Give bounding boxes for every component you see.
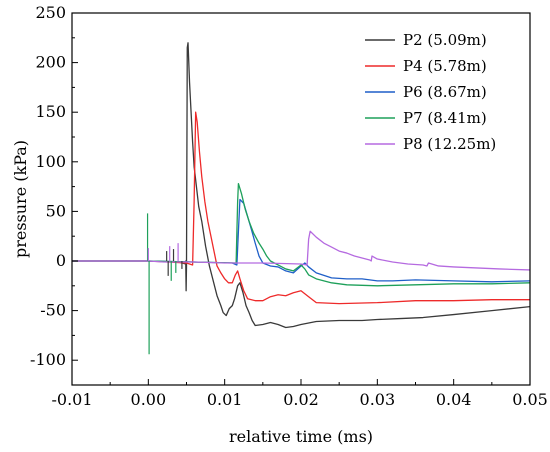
- legend-label-3: P6 (8.67m): [403, 83, 487, 101]
- series-line-2: [72, 111, 530, 305]
- series-line-5: [72, 230, 530, 271]
- ticks-layer: -0.01 0.00 0.01 0.02 0.03 0.04 0.05 -100 -50 0 50 1…: [30, 3, 548, 409]
- series-layer: [72, 42, 530, 355]
- y-tick-label: -50: [40, 301, 66, 320]
- y-tick-label: 50: [46, 201, 66, 220]
- legend-label-4: P7 (8.41m): [403, 109, 487, 127]
- x-tick-label: 0.03: [360, 390, 396, 409]
- series-line-1: [72, 42, 530, 329]
- x-tick-label: 0.04: [436, 390, 472, 409]
- legend-label-5: P8 (12.25m): [403, 135, 496, 153]
- y-tick-label: 200: [35, 53, 66, 72]
- x-tick-label: -0.01: [51, 390, 92, 409]
- y-axis-title: pressure (kPa): [11, 140, 30, 258]
- x-axis-title: relative time (ms): [229, 427, 373, 446]
- x-tick-label: 0.01: [207, 390, 243, 409]
- x-tick-label: 0.05: [512, 390, 548, 409]
- y-tick-label: 250: [35, 3, 66, 22]
- y-tick-label: 0: [56, 251, 66, 270]
- y-tick-label: 100: [35, 152, 66, 171]
- y-tick-label: -100: [30, 350, 66, 369]
- series-line-4: [72, 182, 530, 287]
- x-tick-label: 0.02: [283, 390, 319, 409]
- legend-label-1: P2 (5.09m): [403, 31, 487, 49]
- y-tick-label: 150: [35, 102, 66, 121]
- legend-label-2: P4 (5.78m): [403, 57, 487, 75]
- x-tick-label: 0.00: [131, 390, 167, 409]
- series-line-3: [72, 198, 530, 283]
- legend: P2 (5.09m) P4 (5.78m) P6 (8.67m) P7 (8.41m)…: [365, 31, 496, 153]
